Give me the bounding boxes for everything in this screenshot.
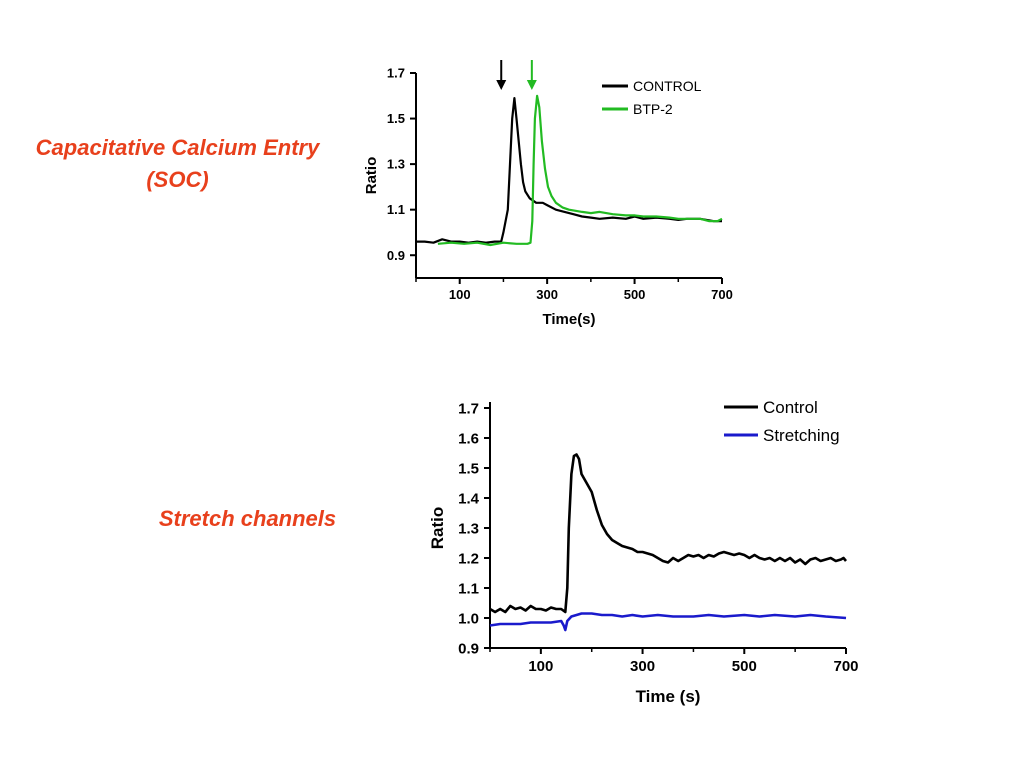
chart2-y-tick-label: 0.9 [458,640,479,657]
stretch-caption: Stretch channels [158,506,337,531]
chart1-y-tick-label: 1.3 [387,157,405,172]
chart1-y-tick-label: 0.9 [387,248,405,263]
chart2-x-tick-label: 500 [732,658,757,675]
chart2-y-tick-label: 1.7 [458,400,479,417]
chart1-x-tick-label: 300 [536,287,558,302]
chart1-y-tick-label: 1.5 [387,111,405,126]
chart1-x-tick-label: 100 [449,287,471,302]
chart2-x-tick-label: 700 [833,658,858,675]
chart1-arrow-head [526,80,537,90]
chart2-y-tick-label: 1.2 [458,550,479,567]
chart2-series-stretching-line [489,612,847,632]
chart2-y-tick-label: 1.0 [458,610,479,627]
chart2-y-tick-label: 1.4 [458,490,480,507]
chart1-legend-btp-2-label: BTP-2 [633,101,673,117]
chart1-x-tick-label: 700 [711,287,733,302]
chart2-legend-control-label: Control [763,398,818,417]
chart2-x-tick-label: 100 [528,658,553,675]
chart2-y-tick-label: 1.1 [458,580,479,597]
chart2-y-tick-label: 1.6 [458,430,479,447]
chart2-y-axis-title: Ratio [428,507,447,550]
chart2-series-control-line [489,453,847,614]
chart1-legend-control-label: CONTROL [633,78,702,94]
chart1-x-axis-title: Time(s) [542,311,595,328]
chart2-legend-stretching-label: Stretching [763,426,840,445]
chart2-y-tick-label: 1.3 [458,520,479,537]
chart1-y-axis-title: Ratio [363,157,380,195]
chart1-y-tick-label: 1.1 [387,202,405,217]
chart1-series-btp-2-line [437,94,723,247]
soc-caption: Capacitative Calcium Entry (SOC) [35,135,320,192]
chart2-x-axis-title: Time (s) [636,687,701,706]
chart1-arrow-head [496,80,507,90]
chart1-y-tick-label: 1.7 [387,66,405,81]
chart2-y-tick-label: 1.5 [458,460,479,477]
chart1-x-tick-label: 500 [624,287,646,302]
chart2-x-tick-label: 300 [630,658,655,675]
